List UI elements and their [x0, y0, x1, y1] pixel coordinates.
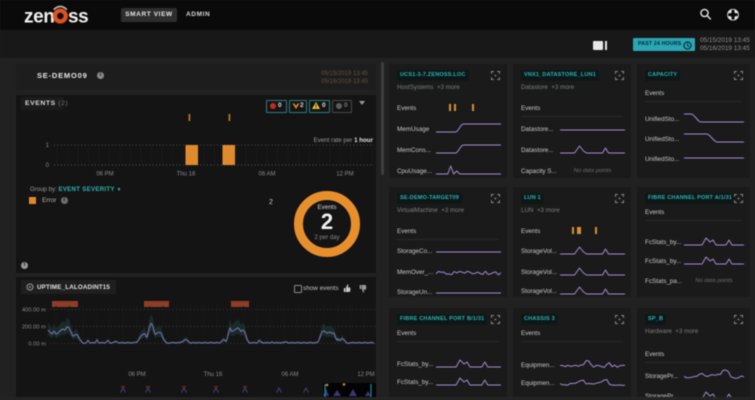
svg-text:06 AM: 06 AM: [258, 172, 275, 178]
svg-text:0.00 m: 0.00 m: [28, 342, 46, 348]
svg-text:0: 0: [46, 163, 50, 169]
svg-text:06 PM: 06 PM: [128, 372, 145, 378]
svg-text:400.00 m: 400.00 m: [22, 308, 46, 314]
svg-text:Event rate per 1 hour: Event rate per 1 hour: [313, 137, 373, 144]
svg-text:200.00 m: 200.00 m: [22, 325, 46, 331]
svg-text:06 AM: 06 AM: [281, 372, 298, 378]
svg-text:Thu 16: Thu 16: [177, 172, 196, 178]
svg-text:12 PM: 12 PM: [357, 372, 374, 378]
svg-text:ss: ss: [68, 7, 88, 28]
svg-text:06 PM: 06 PM: [96, 172, 113, 178]
svg-text:zen: zen: [24, 7, 54, 28]
svg-text:12 PM: 12 PM: [336, 172, 353, 178]
svg-text:1: 1: [46, 143, 50, 149]
svg-text:Thu 16: Thu 16: [204, 372, 223, 378]
